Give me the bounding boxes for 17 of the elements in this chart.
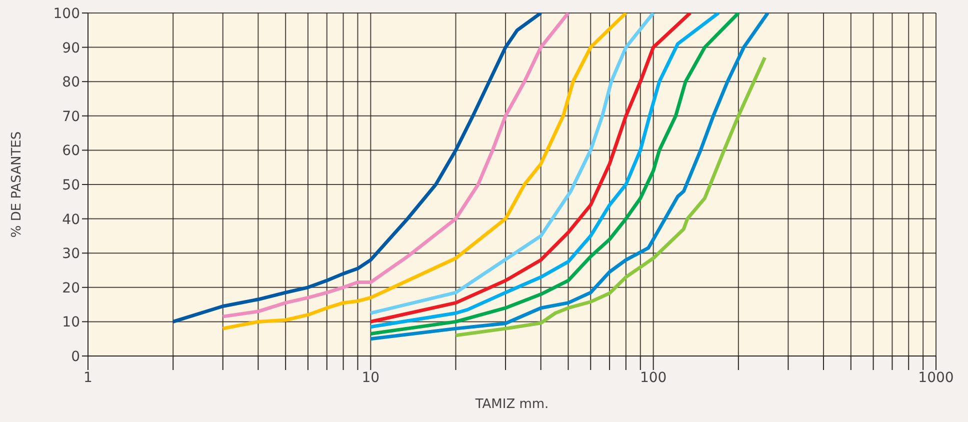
y-tick-label: 0 (71, 348, 80, 365)
y-tick-label: 10 (62, 314, 80, 331)
y-tick-label: 100 (53, 6, 80, 22)
y-tick-label: 30 (62, 246, 80, 262)
x-tick-label: 1 (84, 370, 92, 386)
y-tick-label: 80 (62, 74, 80, 91)
y-tick-label: 90 (62, 40, 80, 56)
y-axis-title: % DE PASANTES (10, 131, 25, 238)
x-axis-title: TAMIZ mm. (474, 397, 549, 412)
x-tick-label: 100 (640, 370, 667, 386)
y-tick-label: 60 (62, 143, 80, 160)
y-tick-label: 40 (62, 212, 80, 228)
y-tick-label: 70 (62, 108, 80, 125)
x-tick-label: 10 (362, 370, 380, 386)
y-tick-label: 50 (62, 177, 80, 194)
y-tick-label: 20 (62, 280, 80, 296)
x-tick-label: 1000 (918, 370, 954, 386)
